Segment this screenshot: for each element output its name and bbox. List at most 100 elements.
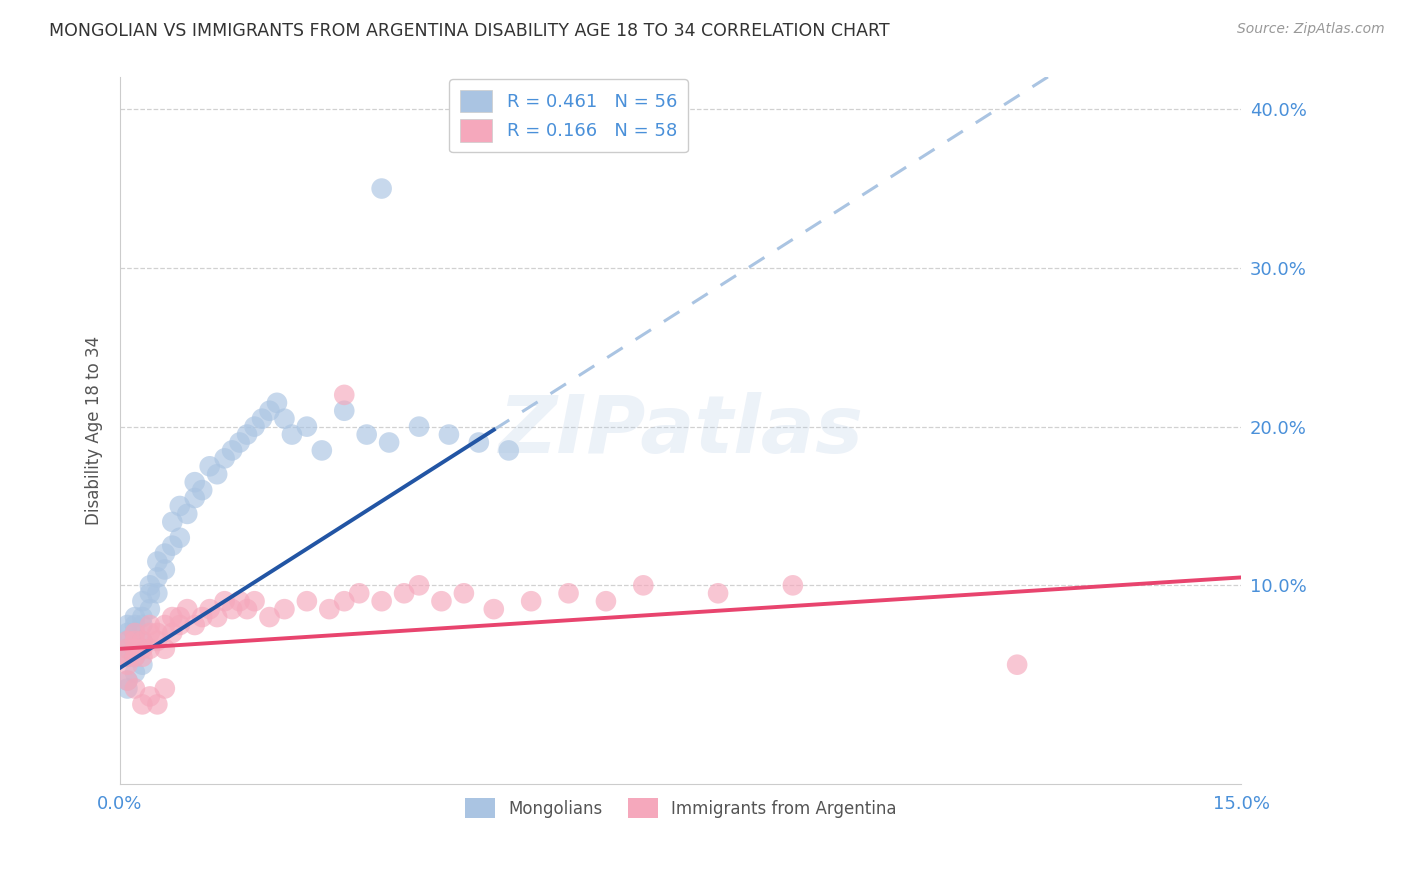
Point (124, 649, 146, 664)
Point (782, 578, 804, 592)
Point (392, 586, 415, 600)
Point (139, 626, 162, 640)
Point (117, 633, 139, 648)
Point (153, 547, 176, 561)
Point (153, 641, 176, 656)
Point (595, 594, 617, 608)
Point (273, 411, 295, 425)
Point (117, 641, 139, 656)
Point (520, 594, 543, 608)
Point (131, 649, 153, 664)
Point (117, 657, 139, 672)
Point (176, 507, 198, 521)
Point (117, 673, 139, 688)
Point (117, 681, 139, 696)
Point (1005, 657, 1028, 672)
Point (117, 649, 139, 664)
Point (453, 586, 475, 600)
Point (250, 411, 273, 425)
Point (236, 602, 259, 616)
Point (707, 586, 730, 600)
Point (243, 419, 266, 434)
Point (273, 602, 295, 616)
Point (117, 641, 139, 656)
Point (124, 626, 146, 640)
Point (633, 578, 655, 592)
Point (131, 633, 153, 648)
Point (236, 427, 259, 442)
Point (117, 633, 139, 648)
Point (139, 602, 162, 616)
Point (183, 618, 207, 632)
Point (117, 649, 139, 664)
Point (281, 427, 304, 442)
Point (437, 427, 460, 442)
Point (162, 515, 184, 529)
Point (205, 610, 228, 624)
Point (162, 539, 184, 553)
Text: Source: ZipAtlas.com: Source: ZipAtlas.com (1237, 22, 1385, 37)
Point (205, 467, 228, 482)
Point (169, 618, 191, 632)
Point (117, 673, 139, 688)
Point (124, 626, 146, 640)
Point (183, 475, 207, 490)
Point (124, 618, 146, 632)
Point (408, 419, 430, 434)
Point (124, 681, 146, 696)
Point (333, 388, 356, 402)
Point (243, 594, 266, 608)
Point (356, 427, 378, 442)
Point (318, 602, 340, 616)
Point (117, 626, 139, 640)
Point (266, 396, 288, 410)
Point (169, 610, 191, 624)
Y-axis label: Disability Age 18 to 34: Disability Age 18 to 34 (86, 336, 103, 525)
Point (333, 594, 356, 608)
Point (124, 610, 146, 624)
Point (146, 698, 169, 712)
Point (131, 594, 153, 608)
Point (183, 491, 207, 505)
Point (311, 443, 333, 458)
Point (153, 562, 176, 576)
Point (146, 570, 169, 584)
Point (139, 578, 162, 592)
Point (124, 665, 146, 680)
Point (139, 618, 162, 632)
Point (176, 602, 198, 616)
Point (146, 626, 169, 640)
Point (259, 403, 281, 417)
Point (408, 578, 430, 592)
Point (139, 690, 162, 704)
Point (146, 633, 169, 648)
Legend: Mongolians, Immigrants from Argentina: Mongolians, Immigrants from Argentina (458, 791, 903, 825)
Point (124, 641, 146, 656)
Point (295, 594, 318, 608)
Point (169, 499, 191, 513)
Point (198, 459, 221, 474)
Point (221, 443, 243, 458)
Point (124, 633, 146, 648)
Point (214, 451, 236, 466)
Point (378, 435, 401, 450)
Point (228, 594, 250, 608)
Point (124, 649, 146, 664)
Text: MONGOLIAN VS IMMIGRANTS FROM ARGENTINA DISABILITY AGE 18 TO 34 CORRELATION CHART: MONGOLIAN VS IMMIGRANTS FROM ARGENTINA D… (49, 22, 890, 40)
Point (191, 610, 214, 624)
Point (162, 626, 184, 640)
Text: ZIPatlas: ZIPatlas (498, 392, 863, 469)
Point (124, 641, 146, 656)
Point (131, 698, 153, 712)
Point (153, 681, 176, 696)
Point (191, 483, 214, 497)
Point (498, 443, 520, 458)
Point (370, 594, 392, 608)
Point (131, 641, 153, 656)
Point (198, 602, 221, 616)
Point (169, 531, 191, 545)
Point (347, 586, 370, 600)
Point (482, 602, 505, 616)
Point (131, 657, 153, 672)
Point (214, 594, 236, 608)
